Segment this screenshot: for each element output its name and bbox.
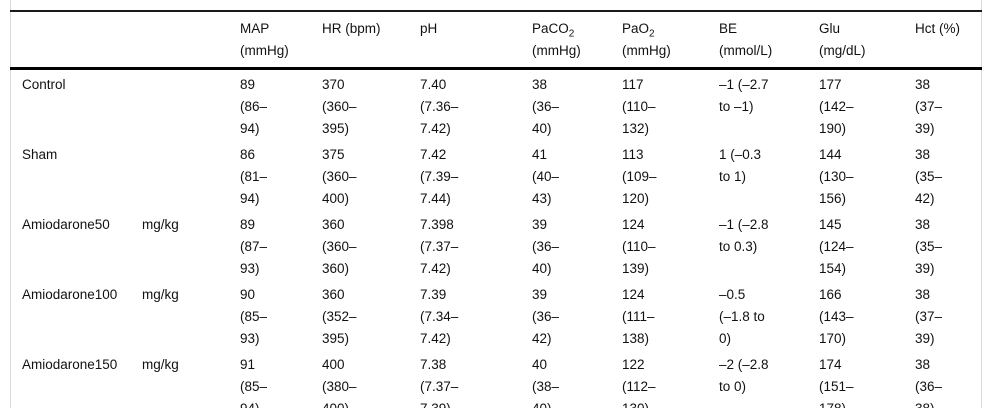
dose-unit: mg/kg	[142, 217, 179, 232]
data-cell: 117 (110– 132)	[622, 77, 656, 136]
data-cell: 7.38 (7.37– 7.39)	[420, 357, 459, 408]
column-header-glu: Glu (mg/dL)	[819, 11, 915, 70]
header-row: MAP (mmHg) HR (bpm) pH PaCO2 (mmHg) PaO2	[10, 11, 982, 70]
data-cell: 124 (110– 139)	[622, 217, 656, 276]
column-header-hct: Hct (%)	[915, 11, 982, 70]
data-cell: 375 (360– 400)	[322, 147, 357, 206]
data-cell: 7.398 (7.37– 7.42)	[420, 217, 459, 276]
row-label: Control	[22, 77, 66, 92]
data-cell: 38 (36– 38)	[915, 357, 943, 408]
column-header-hr: HR (bpm)	[322, 11, 420, 70]
row-label: Amiodarone50 mg/kg	[22, 217, 179, 232]
column-header-ph: pH	[420, 11, 532, 70]
data-cell: 38 (35– 39)	[915, 217, 943, 276]
data-cell: 7.40 (7.36– 7.42)	[420, 77, 459, 136]
column-header-group	[10, 11, 240, 70]
subscript: 2	[568, 28, 575, 40]
data-cell: –0.5 (–1.8 to 0)	[719, 287, 765, 346]
column-header-be: BE (mmol/L)	[719, 11, 819, 70]
data-cell: –1 (–2.8 to 0.3)	[719, 217, 769, 254]
data-cell: 1 (–0.3 to 1)	[719, 147, 762, 184]
data-cell: 38 (36– 40)	[532, 77, 560, 136]
data-cell: 89 (86– 94)	[240, 77, 268, 136]
dose-unit: mg/kg	[142, 287, 179, 302]
subscript: 2	[649, 28, 655, 40]
data-cell: 7.39 (7.34– 7.42)	[420, 287, 459, 346]
data-cell: 177 (142– 190)	[819, 77, 854, 136]
data-cell: 124 (111– 138)	[622, 287, 655, 346]
left-edge-line	[10, 0, 11, 408]
data-cell: 38 (37– 39)	[915, 77, 943, 136]
column-header-map: MAP (mmHg)	[240, 11, 322, 70]
data-cell: 90 (85– 93)	[240, 287, 268, 346]
data-cell: 400 (380– 400)	[322, 357, 357, 408]
data-cell: –1 (–2.7 to –1)	[719, 77, 769, 114]
data-cell: 41 (40– 43)	[532, 147, 560, 206]
data-cell: 144 (130– 156)	[819, 147, 854, 206]
data-cell: 7.42 (7.39– 7.44)	[420, 147, 459, 206]
column-header-paco2: PaCO2 (mmHg)	[532, 11, 622, 70]
data-cell: 86 (81– 94)	[240, 147, 268, 206]
data-cell: 360 (360– 360)	[322, 217, 357, 276]
table-row-amiodarone100: Amiodarone100 mg/kg 90 (85– 93) 360 (352–…	[10, 280, 982, 350]
data-cell: 174 (151– 178)	[819, 357, 854, 408]
data-cell: –2 (–2.8 to 0)	[719, 357, 769, 394]
data-cell: 39 (36– 42)	[532, 287, 560, 346]
data-cell: 38 (37– 39)	[915, 287, 943, 346]
dose-unit: mg/kg	[142, 357, 179, 372]
table-row-sham: Sham 86 (81– 94) 375 (360– 400) 7.42 (7.…	[10, 140, 982, 210]
data-cell: 89 (87– 93)	[240, 217, 268, 276]
data-cell: 38 (35– 42)	[915, 147, 943, 206]
data-cell: 40 (38– 40)	[532, 357, 560, 408]
row-label: Amiodarone150 mg/kg	[22, 357, 179, 372]
data-cell: 370 (360– 395)	[322, 77, 357, 136]
data-cell: 113 (109– 120)	[622, 147, 657, 206]
table-row-amiodarone50: Amiodarone50 mg/kg 89 (87– 93) 360 (360– …	[10, 210, 982, 280]
table-row-control: Control 89 (86– 94) 370 (360– 395) 7.40 …	[10, 69, 982, 141]
data-cell: 91 (85– 94)	[240, 357, 268, 408]
row-label: Amiodarone100 mg/kg	[22, 287, 179, 302]
data-cell: 145 (124– 154)	[819, 217, 854, 276]
column-header-pao2: PaO2 (mmHg)	[622, 11, 719, 70]
data-cell: 39 (36– 40)	[532, 217, 560, 276]
data-cell: 122 (112– 130)	[622, 357, 656, 408]
row-label: Sham	[22, 147, 58, 162]
data-cell: 360 (352– 395)	[322, 287, 357, 346]
physiology-results-table: MAP (mmHg) HR (bpm) pH PaCO2 (mmHg) PaO2	[10, 10, 982, 408]
data-cell: 166 (143– 170)	[819, 287, 854, 346]
right-edge-line	[981, 0, 982, 408]
